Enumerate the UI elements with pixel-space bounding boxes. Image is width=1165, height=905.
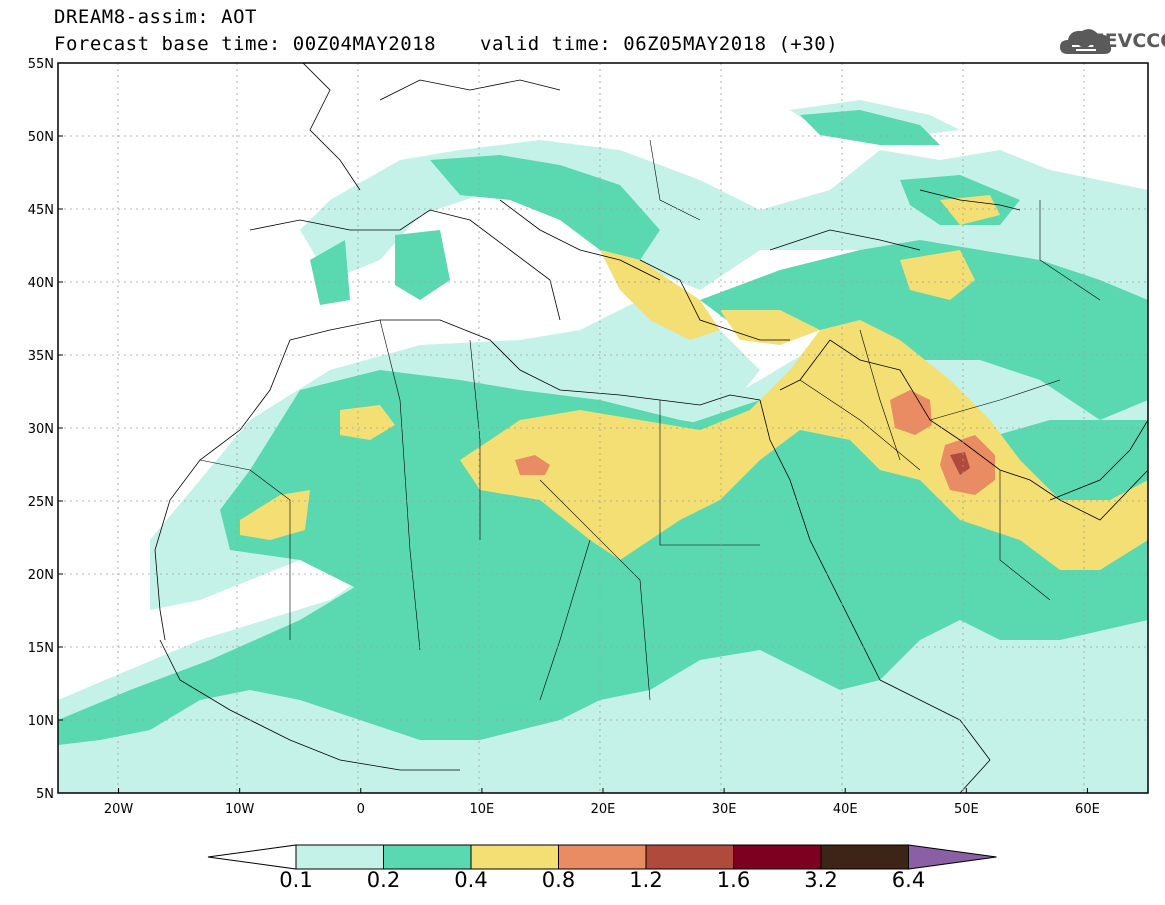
colorbar-swatch	[470, 844, 559, 870]
colorbar-label: 1.6	[716, 868, 751, 892]
lon-tick-label: 10E	[470, 802, 495, 817]
valid-time: valid time: 06Z05MAY2018 (+30)	[480, 33, 839, 55]
colorbar-label: 6.4	[891, 868, 926, 892]
colorbar-low-triangle	[207, 844, 297, 870]
lon-axis: 20W 10W 0 10E 20E 30E 40E 50E 60E	[104, 788, 1100, 817]
lat-tick-label: 35N	[28, 349, 54, 364]
lat-tick-label: 55N	[28, 57, 54, 72]
colorbar-label: 3.2	[804, 868, 838, 892]
forecast-base-time: Forecast base time: 00Z04MAY2018	[54, 33, 437, 55]
lat-tick-label: 25N	[28, 495, 54, 510]
lon-tick-label: 20W	[104, 802, 134, 817]
lat-tick-label: 15N	[28, 641, 54, 656]
lat-axis: 55N 50N 45N 40N 35N 30N 25N 20N 15N 10N 5N	[28, 57, 63, 802]
lon-tick-label: 40E	[833, 802, 858, 817]
colorbar-label: 1.2	[629, 868, 663, 892]
colorbar-swatch	[733, 844, 822, 870]
aot-field-1-2	[950, 452, 970, 475]
colorbar-label: 0.1	[279, 868, 313, 892]
lat-tick-label: 5N	[36, 787, 54, 802]
lon-tick-label: 10W	[225, 802, 255, 817]
colorbar-swatch	[820, 844, 909, 870]
logo-text: SEEVCCC	[1078, 30, 1165, 52]
colorbar-swatch	[295, 844, 384, 870]
lon-tick-label: 0	[357, 802, 365, 817]
colorbar-high-triangle	[908, 844, 997, 870]
aot-field-0-4	[240, 195, 1148, 570]
map-title: DREAM8-assim: AOT	[54, 6, 257, 28]
lon-tick-label: 60E	[1075, 802, 1100, 817]
lat-tick-label: 50N	[28, 130, 54, 145]
cloud-icon	[1060, 29, 1112, 54]
colorbar-swatch	[645, 844, 734, 870]
colorbar-label: 0.4	[454, 868, 488, 892]
lon-tick-label: 20E	[591, 802, 616, 817]
colorbar	[207, 844, 997, 870]
lat-tick-label: 10N	[28, 714, 54, 729]
colorbar-label: 0.2	[366, 868, 401, 892]
aot-fields	[58, 100, 1148, 793]
country-borders	[199, 139, 1101, 701]
lat-tick-label: 45N	[28, 203, 54, 218]
colorbar-swatch	[558, 844, 647, 870]
lat-tick-label: 40N	[28, 276, 54, 291]
lat-tick-label: 30N	[28, 422, 54, 437]
colorbar-swatch	[383, 844, 472, 870]
lon-tick-label: 30E	[712, 802, 737, 817]
lon-tick-label: 50E	[954, 802, 979, 817]
colorbar-label: 0.8	[541, 868, 576, 892]
grid	[58, 63, 1148, 793]
lat-tick-label: 20N	[28, 568, 54, 583]
